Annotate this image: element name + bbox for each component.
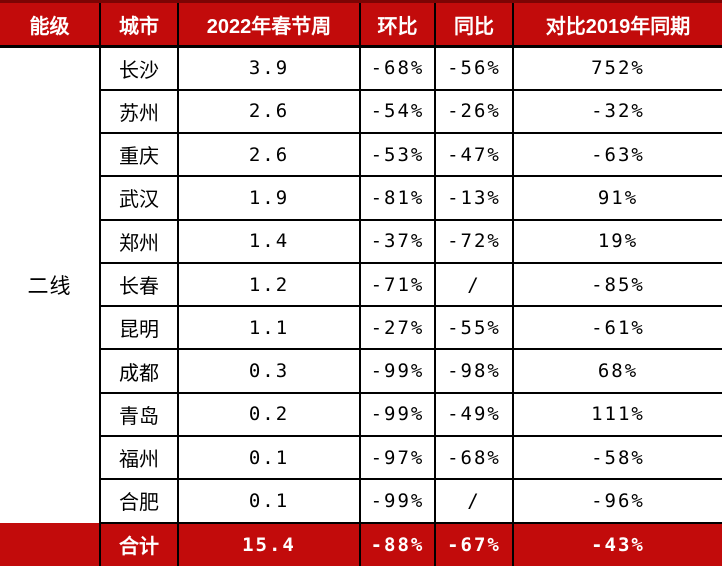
header-cell-vs2019: 对比2019年同期 [513,0,722,48]
table-row: 成都 0.3 -99% -98% 68% [0,348,722,394]
mom-cell: -97% [359,435,436,481]
yoy-cell: -72% [434,218,514,264]
table-row: 武汉 1.9 -81% -13% 91% [0,175,722,221]
week-value-cell: 1.1 [177,305,361,351]
week-value-cell: 2.6 [177,132,361,178]
tier-blank-cell [0,522,101,566]
mom-cell: -99% [359,478,436,524]
yoy-cell: -49% [434,391,514,438]
yoy-cell: -13% [434,175,514,221]
mom-cell: -99% [359,348,436,394]
week-value-cell: 1.2 [177,261,361,308]
vs2019-cell: -61% [512,305,722,351]
table-row: 长春 1.2 -71% / -85% [0,261,722,308]
mom-cell: -99% [359,391,436,438]
city-cell: 苏州 [99,88,179,135]
total-row: 合计 15.4 -88% -67% -43% [0,521,722,566]
mom-cell: -81% [359,175,436,221]
week-value-cell: 0.2 [177,391,361,438]
city-cell: 长沙 [99,45,179,91]
city-cell: 成都 [99,348,179,394]
vs2019-cell: 111% [512,391,722,438]
yoy-cell: / [434,478,514,524]
week-value-cell: 0.1 [177,478,361,524]
mom-cell: -68% [359,45,436,91]
week-value-cell: 2.6 [177,88,361,135]
table-row: 郑州 1.4 -37% -72% 19% [0,218,722,264]
table-row: 青岛 0.2 -99% -49% 111% [0,391,722,438]
total-week-cell: 15.4 [177,521,361,566]
city-cell: 青岛 [99,391,179,438]
yoy-cell: -98% [434,348,514,394]
yoy-cell: -56% [434,45,514,91]
table-row: 合肥 0.1 -99% / -96% [0,478,722,524]
yoy-cell: -26% [434,88,514,135]
city-cell: 福州 [99,435,179,481]
table-row: 苏州 2.6 -54% -26% -32% [0,88,722,135]
total-vs2019-cell: -43% [512,521,722,566]
table-row: 福州 0.1 -97% -68% -58% [0,435,722,481]
total-label-cell: 合计 [99,521,179,566]
total-yoy-cell: -67% [434,521,514,566]
table-row: 昆明 1.1 -27% -55% -61% [0,305,722,351]
city-cell: 武汉 [99,175,179,221]
header-cell-mom: 环比 [360,0,436,48]
city-cell: 合肥 [99,478,179,524]
week-value-cell: 0.1 [177,435,361,481]
table-header-row: 能级 城市 2022年春节周 环比 同比 对比2019年同期 [0,0,722,48]
table-row: 重庆 2.6 -53% -47% -63% [0,132,722,178]
table-row: 二线 长沙 3.9 -68% -56% 752% [0,45,722,523]
week-value-cell: 0.3 [177,348,361,394]
header-cell-tier: 能级 [0,0,101,48]
header-cell-city: 城市 [100,0,179,48]
mom-cell: -71% [359,261,436,308]
vs2019-cell: -96% [512,478,722,524]
yoy-cell: -68% [434,435,514,481]
week-value-cell: 1.9 [177,175,361,221]
vs2019-cell: 19% [512,218,722,264]
vs2019-cell: -85% [512,261,722,308]
vs2019-cell: 91% [512,175,722,221]
vs2019-cell: 752% [512,45,722,91]
yoy-cell: / [434,261,514,308]
vs2019-cell: -58% [512,435,722,481]
vs2019-cell: 68% [512,348,722,394]
city-cell: 昆明 [99,305,179,351]
mom-cell: -53% [359,132,436,178]
total-mom-cell: -88% [359,521,436,566]
yoy-cell: -55% [434,305,514,351]
city-cell: 郑州 [99,218,179,264]
header-cell-yoy: 同比 [435,0,514,48]
vs2019-cell: -63% [512,132,722,178]
header-cell-week: 2022年春节周 [178,0,361,48]
mom-cell: -27% [359,305,436,351]
city-cell: 长春 [99,261,179,308]
mom-cell: -54% [359,88,436,135]
week-value-cell: 3.9 [177,45,361,91]
week-value-cell: 1.4 [177,218,361,264]
tier-cell: 二线 [0,46,101,523]
city-cell: 重庆 [99,132,179,178]
vs2019-cell: -32% [512,88,722,135]
mom-cell: -37% [359,218,436,264]
yoy-cell: -47% [434,132,514,178]
